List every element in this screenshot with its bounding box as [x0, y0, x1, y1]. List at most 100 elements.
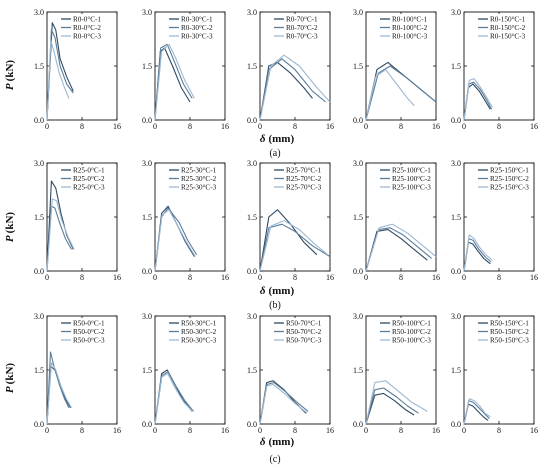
y-tick-label: 0.0 [451, 420, 461, 429]
legend-label-3: R25-0°C-3 [73, 184, 105, 192]
y-tick-label: 1.5 [353, 366, 363, 375]
legend-label-3: R0-70°C-3 [286, 33, 318, 41]
legend-label-2: R25-70°C-2 [286, 175, 322, 183]
subplot-R50-70°C: 0 8 16 0.0 1.5 3.0 R50-70°C-1R50-70°C-2R50-70°… [247, 312, 334, 435]
panel-label-c: (c) [269, 454, 280, 465]
y-tick-label: 3.0 [247, 312, 257, 321]
y-tick-label: 3.0 [34, 8, 44, 17]
series-line-2 [46, 351, 70, 425]
x-axis-label-row-c: δ (mm) [260, 436, 295, 448]
y-tick-label: 1.5 [34, 213, 44, 222]
x-tick-label: 0 [462, 122, 466, 131]
y-tick-label: 0.0 [353, 420, 363, 429]
x-tick-label: 16 [221, 273, 229, 282]
x-tick-label: 0 [153, 122, 157, 131]
y-tick-label: 1.5 [247, 366, 257, 375]
y-tick-label: 0.0 [247, 116, 257, 125]
x-tick-label: 16 [113, 122, 121, 131]
x-tick-label: 0 [364, 426, 368, 435]
x-tick-label: 16 [530, 426, 538, 435]
x-tick-label: 16 [432, 273, 440, 282]
y-tick-label: 1.5 [451, 366, 461, 375]
x-tick-label: 0 [258, 273, 262, 282]
x-tick-label: 16 [432, 122, 440, 131]
series-line-3 [46, 198, 75, 272]
series-line-3 [365, 223, 437, 272]
series-line-3 [154, 209, 196, 272]
y-tick-label: 1.5 [451, 62, 461, 71]
legend-label-2: R50-70°C-2 [286, 328, 322, 336]
series-line-3 [154, 373, 193, 425]
y-tick-label: 1.5 [353, 62, 363, 71]
legend-label-2: R25-100°C-2 [392, 175, 431, 183]
series-line-3 [259, 383, 308, 425]
y-tick-label: 3.0 [34, 312, 44, 321]
subplot-grid: 0 8 16 0.0 1.5 3.0 R0-0°C-1R0-0°C-2R0-0°C-3 0 8 1… [34, 8, 538, 435]
series-line-2 [365, 65, 437, 121]
x-tick-label: 8 [188, 122, 192, 131]
series-line-3 [259, 220, 329, 272]
y-tick-label: 3.0 [247, 159, 257, 168]
legend-label-1: R0-100°C-1 [392, 16, 428, 24]
legend-label-2: R0-100°C-2 [392, 24, 428, 32]
panel-label-a: (a) [269, 148, 280, 159]
legend-label-3: R0-100°C-3 [392, 33, 428, 41]
y-axis-label-row-c: P(kN) [4, 363, 16, 393]
legend-label-1: R0-0°C-1 [73, 16, 101, 24]
x-tick-label: 8 [293, 122, 297, 131]
subplot-R50-100°C: 0 8 16 0.0 1.5 3.0 R50-100°C-1R50-100°C-2R50-1… [353, 312, 440, 435]
legend-label-1: R25-0°C-1 [73, 167, 105, 175]
legend-label-2: R0-0°C-2 [73, 24, 101, 32]
y-tick-label: 0.0 [34, 116, 44, 125]
y-tick-label: 0.0 [142, 267, 152, 276]
y-tick-label: 3.0 [142, 8, 152, 17]
x-tick-label: 8 [399, 273, 403, 282]
legend-label-1: R50-30°C-1 [181, 320, 217, 328]
y-tick-label: 3.0 [451, 8, 461, 17]
y-tick-label: 0.0 [34, 267, 44, 276]
subplot-R50-150°C: 0 8 16 0.0 1.5 3.0 R50-150°C-1R50-150°C-2R50-1… [451, 312, 538, 435]
y-tick-label: 1.5 [247, 213, 257, 222]
y-tick-label: 1.5 [142, 62, 152, 71]
y-tick-label: 0.0 [353, 116, 363, 125]
series-line-3 [259, 54, 331, 121]
legend-label-1: R0-150°C-1 [490, 16, 526, 24]
legend-label-3: R25-150°C-3 [490, 184, 529, 192]
legend-label-1: R25-150°C-1 [490, 167, 529, 175]
y-tick-label: 3.0 [353, 312, 363, 321]
y-tick-label: 1.5 [247, 62, 257, 71]
y-tick-label: 1.5 [142, 213, 152, 222]
series-line-1 [154, 369, 193, 425]
x-axis-label-row-a: δ (mm) [260, 133, 295, 145]
legend-label-3: R50-30°C-3 [181, 337, 217, 345]
x-tick-label: 16 [530, 122, 538, 131]
series-line-1 [365, 392, 415, 425]
series-line-1 [259, 209, 318, 272]
subplot-R25-150°C: 0 8 16 0.0 1.5 3.0 R25-150°C-1R25-150°C-2R25-1… [451, 159, 538, 282]
x-tick-label: 8 [188, 426, 192, 435]
y-tick-label: 0.0 [451, 267, 461, 276]
legend-label-2: R25-30°C-2 [181, 175, 217, 183]
x-tick-label: 0 [462, 273, 466, 282]
series-line-3 [365, 380, 428, 425]
x-tick-label: 0 [258, 122, 262, 131]
x-tick-label: 0 [45, 122, 49, 131]
legend-label-3: R25-70°C-3 [286, 184, 322, 192]
legend-label-3: R50-0°C-3 [73, 337, 105, 345]
x-tick-label: 16 [432, 426, 440, 435]
legend-label-2: R25-150°C-2 [490, 175, 529, 183]
subplot-R25-30°C: 0 8 16 0.0 1.5 3.0 R25-30°C-1R25-30°C-2R25-30°… [142, 159, 229, 282]
legend-label-2: R50-30°C-2 [181, 328, 217, 336]
x-tick-label: 8 [399, 426, 403, 435]
subplot-R0-150°C: 0 8 16 0.0 1.5 3.0 R0-150°C-1R0-150°C-2R0-150°… [451, 8, 538, 131]
x-tick-label: 16 [221, 426, 229, 435]
x-tick-label: 16 [221, 122, 229, 131]
x-tick-label: 16 [530, 273, 538, 282]
legend-label-1: R0-70°C-1 [286, 16, 318, 24]
x-tick-label: 8 [188, 273, 192, 282]
series-line-3 [463, 398, 491, 425]
legend-label-2: R0-30°C-2 [181, 24, 213, 32]
